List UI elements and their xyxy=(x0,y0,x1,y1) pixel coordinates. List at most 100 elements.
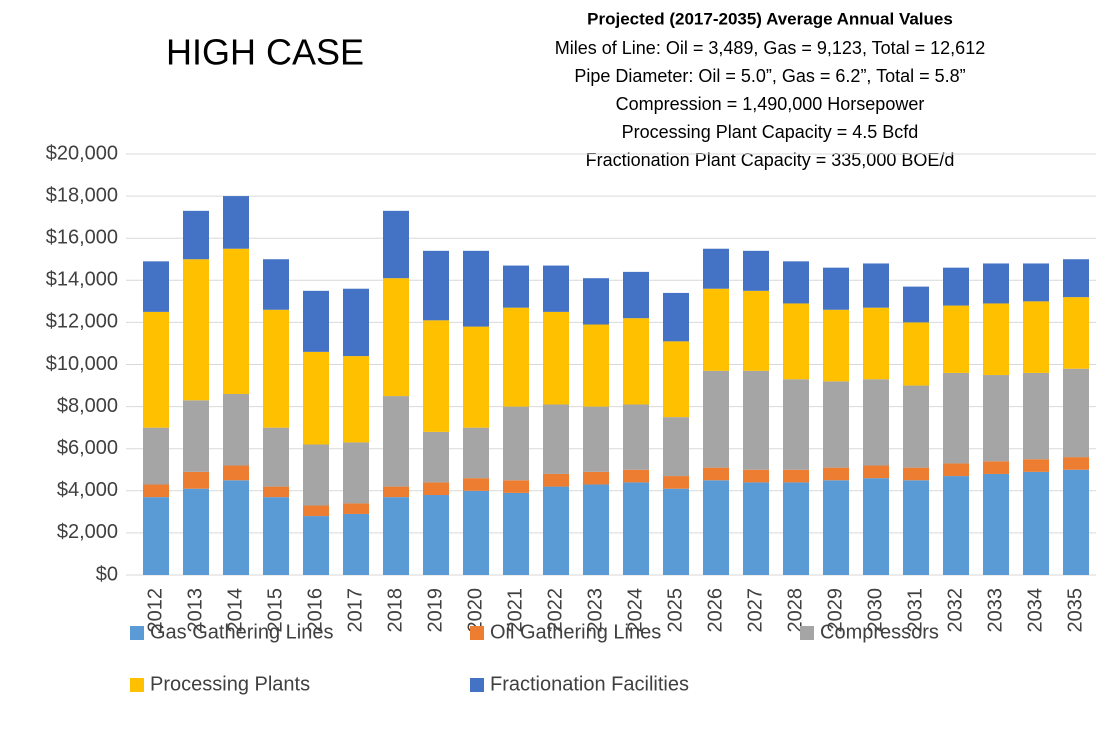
bar-segment xyxy=(223,196,249,249)
y-tick-label: $0 xyxy=(96,563,118,585)
bar-segment xyxy=(623,318,649,405)
bar-segment xyxy=(943,267,969,306)
x-tick-label: 2016 xyxy=(304,588,326,633)
x-tick-label: 2035 xyxy=(1064,588,1086,633)
x-tick-label: 2014 xyxy=(224,588,246,633)
bar-segment xyxy=(663,417,689,477)
bar-segment xyxy=(983,473,1009,575)
y-tick-label: $12,000 xyxy=(46,311,118,333)
bar-segment xyxy=(703,248,729,289)
annotation: Fractionation Plant Capacity = 335,000 B… xyxy=(586,150,955,170)
bar-segment xyxy=(503,492,529,575)
y-tick-label: $4,000 xyxy=(57,479,118,501)
bar-segment xyxy=(623,271,649,319)
bar-segment xyxy=(863,465,889,479)
x-tick-label: 2028 xyxy=(784,588,806,633)
chart-title: HIGH CASE xyxy=(166,32,364,73)
bar-segment xyxy=(783,261,809,304)
x-tick-label: 2027 xyxy=(744,588,766,633)
bar-segment xyxy=(823,467,849,481)
bar-segment xyxy=(823,267,849,310)
x-tick-label: 2032 xyxy=(944,588,966,633)
bar-segment xyxy=(623,404,649,470)
bar-segment xyxy=(303,351,329,445)
bar-segment xyxy=(943,372,969,464)
legend-label: Compressors xyxy=(820,621,939,643)
bar-segment xyxy=(543,265,569,312)
legend-label: Gas Gathering Lines xyxy=(150,621,333,643)
bar-segment xyxy=(703,480,729,575)
bar-segment xyxy=(1063,457,1089,470)
bar-segment xyxy=(743,370,769,470)
x-tick-label: 2025 xyxy=(664,588,686,633)
bar-segment xyxy=(463,326,489,428)
bar-segment xyxy=(183,488,209,575)
bar-segment xyxy=(503,480,529,493)
bar-segment xyxy=(823,309,849,382)
legend-swatch xyxy=(130,626,144,640)
bar-segment xyxy=(543,486,569,575)
bar-segment xyxy=(223,465,249,481)
bar-segment xyxy=(463,490,489,575)
bar-segment xyxy=(143,261,169,312)
legend-label: Processing Plants xyxy=(150,673,310,695)
bar-segment xyxy=(423,431,449,483)
y-tick-label: $8,000 xyxy=(57,395,118,417)
x-tick-label: 2034 xyxy=(1024,588,1046,633)
bar-segment xyxy=(703,288,729,371)
x-tick-label: 2020 xyxy=(464,588,486,633)
legend-swatch xyxy=(470,678,484,692)
bar-segment xyxy=(1023,471,1049,575)
bar-segment xyxy=(903,467,929,481)
bar-segment xyxy=(143,484,169,498)
y-tick-label: $10,000 xyxy=(46,353,118,375)
bar-segment xyxy=(503,307,529,407)
legend-label: Oil Gathering Lines xyxy=(490,621,661,643)
x-tick-label: 2033 xyxy=(984,588,1006,633)
bar-segment xyxy=(783,303,809,380)
bar-segment xyxy=(743,290,769,371)
bar-segment xyxy=(943,476,969,575)
x-tick-label: 2021 xyxy=(504,588,526,633)
bar-segment xyxy=(1023,263,1049,302)
bar-segment xyxy=(863,379,889,466)
y-tick-label: $18,000 xyxy=(46,184,118,206)
bar-segment xyxy=(1023,372,1049,460)
bar-segment xyxy=(983,303,1009,376)
x-tick-label: 2018 xyxy=(384,588,406,633)
x-tick-label: 2019 xyxy=(424,588,446,633)
bar-segment xyxy=(823,480,849,575)
bar-segment xyxy=(983,461,1009,474)
annotation: Compression = 1,490,000 Horsepower xyxy=(616,94,925,114)
bar-segment xyxy=(983,375,1009,462)
bar-segment xyxy=(1023,459,1049,472)
x-tick-label: 2015 xyxy=(264,588,286,633)
legend-swatch xyxy=(800,626,814,640)
bar-segment xyxy=(1063,297,1089,369)
bar-segment xyxy=(903,286,929,323)
bar-segment xyxy=(263,259,289,310)
bar-segment xyxy=(183,400,209,472)
bar-segment xyxy=(303,444,329,506)
x-tick-label: 2030 xyxy=(864,588,886,633)
bar-segment xyxy=(383,396,409,487)
bar-segment xyxy=(343,503,369,514)
bar-segment xyxy=(143,427,169,485)
x-tick-label: 2024 xyxy=(624,588,646,633)
bar-segment xyxy=(623,469,649,483)
bar-segment xyxy=(303,516,329,575)
bar-segment xyxy=(583,324,609,407)
bar-segment xyxy=(543,473,569,487)
bar-segment xyxy=(663,341,689,418)
bar-segment xyxy=(903,322,929,386)
bar-segment xyxy=(783,482,809,575)
bar-segment xyxy=(263,427,289,487)
bar-segment xyxy=(463,478,489,491)
bar-segment xyxy=(863,263,889,308)
bar-segment xyxy=(263,486,289,498)
bar-segment xyxy=(543,311,569,405)
legend-swatch xyxy=(470,626,484,640)
bar-segment xyxy=(1063,469,1089,575)
bar-segment xyxy=(823,381,849,468)
bar-segment xyxy=(783,379,809,470)
